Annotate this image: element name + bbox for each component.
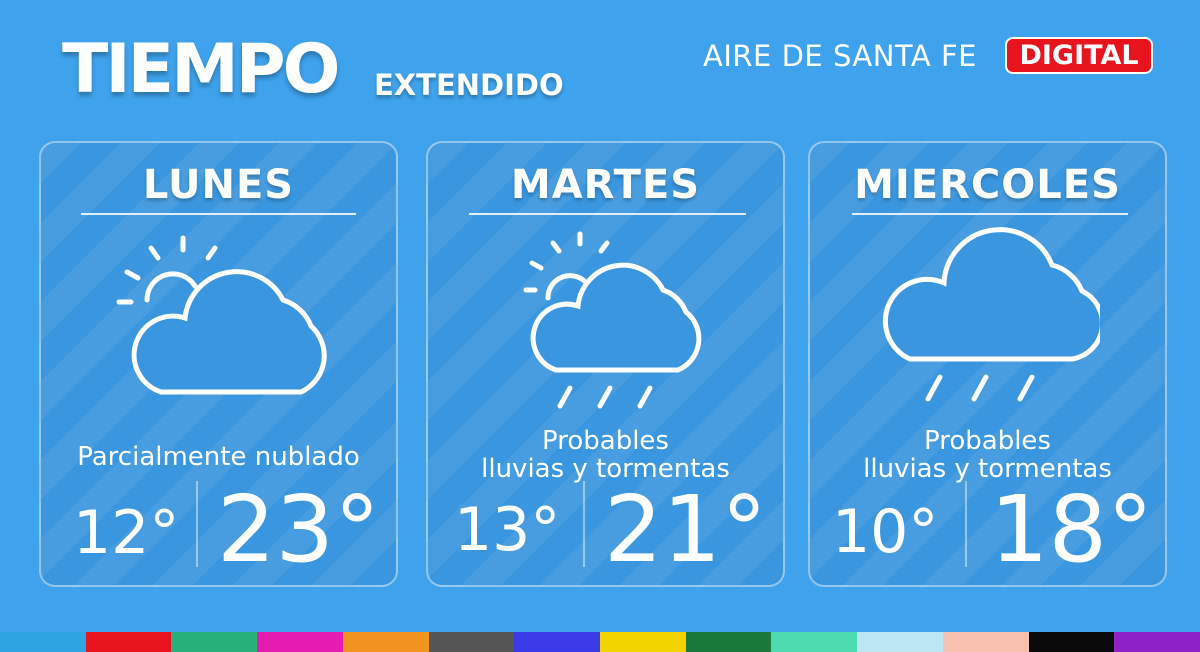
temp-divider xyxy=(965,481,967,567)
description-line-2: lluvias y tormentas xyxy=(863,454,1112,484)
color-strip-segment xyxy=(1028,632,1115,652)
description-line-2: lluvias y tormentas xyxy=(481,454,730,484)
page-subtitle: EXTENDIDO xyxy=(374,68,564,102)
max-temperature: 23° xyxy=(217,476,381,583)
color-strip-segment xyxy=(771,632,858,652)
digital-badge: DIGITAL xyxy=(1005,37,1153,74)
max-temperature: 18° xyxy=(990,476,1154,583)
color-strip-segment xyxy=(0,632,86,652)
color-strip-segment xyxy=(514,632,601,652)
color-strip-segment xyxy=(685,632,772,652)
forecast-card-miercoles: MIERCOLES Probables lluvias y tormentas … xyxy=(808,141,1167,587)
cloud-rain-icon xyxy=(882,227,1100,402)
color-strip-segment xyxy=(1114,632,1200,652)
color-strip-segment xyxy=(857,632,943,652)
day-name: MIERCOLES xyxy=(854,162,1121,208)
weather-description: Parcialmente nublado xyxy=(41,443,396,471)
min-temperature: 13° xyxy=(454,495,561,565)
divider xyxy=(852,213,1128,215)
page-title: TIEMPO xyxy=(62,30,340,109)
description-line: Parcialmente nublado xyxy=(77,442,360,472)
color-strip-segment xyxy=(342,632,429,652)
forecast-card-lunes: LUNES Parcialmente nublado 12° 23° xyxy=(39,141,398,587)
color-strip-segment xyxy=(85,632,172,652)
temp-divider xyxy=(583,481,585,567)
color-strip-segment xyxy=(600,632,686,652)
min-temperature: 12° xyxy=(73,498,180,568)
min-temperature: 10° xyxy=(832,497,939,567)
day-name: MARTES xyxy=(510,162,701,208)
color-strip xyxy=(0,632,1200,652)
divider xyxy=(469,213,746,215)
partly-cloudy-rain-icon xyxy=(523,231,702,409)
day-name: LUNES xyxy=(142,162,295,208)
color-strip-segment xyxy=(428,632,515,652)
color-strip-segment xyxy=(942,632,1029,652)
weather-description: Probables lluvias y tormentas xyxy=(428,427,783,483)
partly-cloudy-icon xyxy=(116,235,327,395)
color-strip-segment xyxy=(171,632,258,652)
weather-description: Probables lluvias y tormentas xyxy=(810,427,1165,483)
forecast-card-martes: MARTES Probables lluvias y tormentas 13°… xyxy=(426,141,785,587)
color-strip-segment xyxy=(257,632,343,652)
description-line-1: Probables xyxy=(924,426,1051,456)
description-line-1: Probables xyxy=(542,426,669,456)
brand-name: AIRE DE SANTA FE xyxy=(703,39,977,73)
temp-divider xyxy=(196,481,198,567)
divider xyxy=(81,213,356,215)
max-temperature: 21° xyxy=(604,476,768,583)
